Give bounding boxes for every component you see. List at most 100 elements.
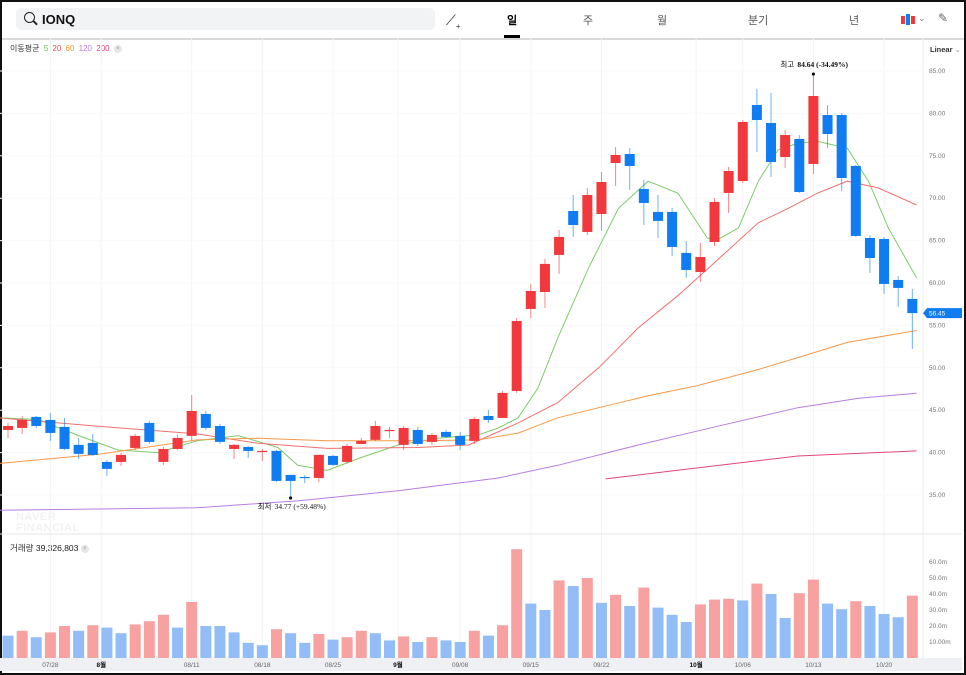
volume-bar — [624, 606, 636, 658]
candle — [610, 146, 621, 186]
candle-body — [229, 444, 240, 449]
volume-bar — [525, 603, 537, 658]
candle — [879, 236, 890, 294]
legend-title: 이동평균 — [10, 44, 40, 53]
moving-average-legend[interactable]: 이동평균 5 20 60 120 200 × — [10, 43, 124, 54]
candle-body — [652, 211, 663, 221]
volume-bar — [737, 600, 749, 658]
volume-bar — [567, 586, 579, 658]
volume-tick-label: 10.00m — [929, 639, 951, 646]
candle-body — [243, 446, 254, 451]
tab-month[interactable]: 월 — [657, 15, 668, 27]
candle-body — [356, 440, 367, 444]
tab-day[interactable]: 일 — [507, 15, 518, 27]
candle — [850, 164, 861, 237]
low-annotation-value: 34.77 (+59.48%) — [275, 502, 327, 511]
volume-bar — [751, 583, 763, 658]
candle-body — [638, 188, 649, 203]
candle-body — [766, 122, 777, 162]
volume-bar — [666, 614, 678, 658]
price-tick-label: 35.00 — [929, 492, 946, 499]
candle — [398, 425, 409, 450]
candle-body — [497, 392, 508, 418]
search-input[interactable]: IONQ — [16, 8, 435, 30]
legend-ma5: 5 — [43, 44, 49, 53]
candle — [186, 394, 197, 441]
candle-body — [412, 429, 423, 444]
candle — [144, 420, 155, 444]
volume-bar — [694, 604, 706, 658]
volume-title: 거래량 — [10, 543, 34, 553]
candle-body — [158, 448, 169, 462]
candle — [808, 74, 819, 174]
candle — [271, 449, 282, 482]
candle-body — [850, 165, 861, 236]
volume-bar — [73, 630, 85, 658]
legend-ma200: 200 — [96, 44, 110, 53]
volume-bar — [723, 598, 735, 658]
volume-bar — [878, 614, 890, 658]
candle — [214, 423, 225, 444]
chevron-down-icon: ⌄ — [954, 45, 961, 54]
price-tick-label: 65.00 — [929, 238, 946, 245]
x-axis-bar[interactable] — [0, 658, 962, 671]
candle-body — [893, 279, 904, 288]
price-tick-label: 70.00 — [929, 195, 946, 202]
candle — [469, 416, 480, 444]
volume-bar — [850, 601, 862, 658]
candle — [864, 235, 875, 273]
volume-bar — [864, 606, 876, 658]
candle-body — [101, 461, 112, 469]
volume-bar — [709, 599, 720, 658]
candle-body — [836, 115, 847, 179]
chevron-down-icon[interactable]: ⌄ — [918, 13, 926, 23]
volume-bar — [2, 635, 14, 658]
x-axis-label: 10/06 — [735, 662, 752, 669]
close-icon[interactable]: × — [80, 544, 89, 553]
pencil-icon[interactable]: ✎ — [938, 11, 949, 25]
candle — [327, 454, 338, 466]
candle-body — [808, 96, 819, 164]
watermark-line: FINANCIAL — [16, 522, 80, 534]
candle — [681, 240, 692, 278]
candle-body — [271, 450, 282, 481]
volume-bar — [341, 637, 353, 658]
candle-body — [3, 425, 13, 430]
candle-body — [87, 442, 98, 455]
candlestick-type-icon[interactable] — [900, 14, 916, 26]
candle — [582, 187, 593, 236]
candle — [539, 259, 550, 308]
candle — [101, 459, 112, 476]
x-axis-label: 10/20 — [876, 662, 893, 669]
candle — [822, 105, 833, 148]
candle — [45, 412, 56, 441]
ma20-line — [0, 180, 917, 449]
candle-body — [822, 115, 833, 135]
price-tick-label: 75.00 — [929, 153, 946, 160]
x-axis-label: 9월 — [393, 660, 403, 669]
volume-bar — [779, 618, 791, 658]
candle-body — [200, 413, 211, 428]
candle-body — [31, 416, 42, 426]
tab-quarter[interactable]: 분기 — [748, 15, 769, 27]
volume-bar — [16, 630, 28, 658]
search-value: IONQ — [42, 12, 76, 27]
volume-bar — [398, 636, 410, 658]
candle — [426, 432, 437, 445]
volume-bar — [454, 642, 466, 658]
tab-week[interactable]: 주 — [583, 15, 594, 27]
candle — [441, 429, 452, 438]
candle-body — [398, 427, 409, 445]
candle-body — [737, 121, 748, 181]
volume-legend: 거래량 39,326,803 × — [10, 542, 89, 554]
scale-mode-select[interactable]: Linear ⌄ — [930, 45, 961, 54]
candle — [299, 474, 310, 483]
close-icon[interactable]: × — [113, 44, 122, 53]
volume-bar — [87, 625, 99, 658]
candle — [412, 426, 423, 446]
tab-year[interactable]: 년 — [849, 15, 860, 27]
compare-chart-icon[interactable]: ⟋+ — [446, 12, 461, 31]
candle-body — [794, 139, 805, 193]
volume-bar — [765, 594, 777, 658]
